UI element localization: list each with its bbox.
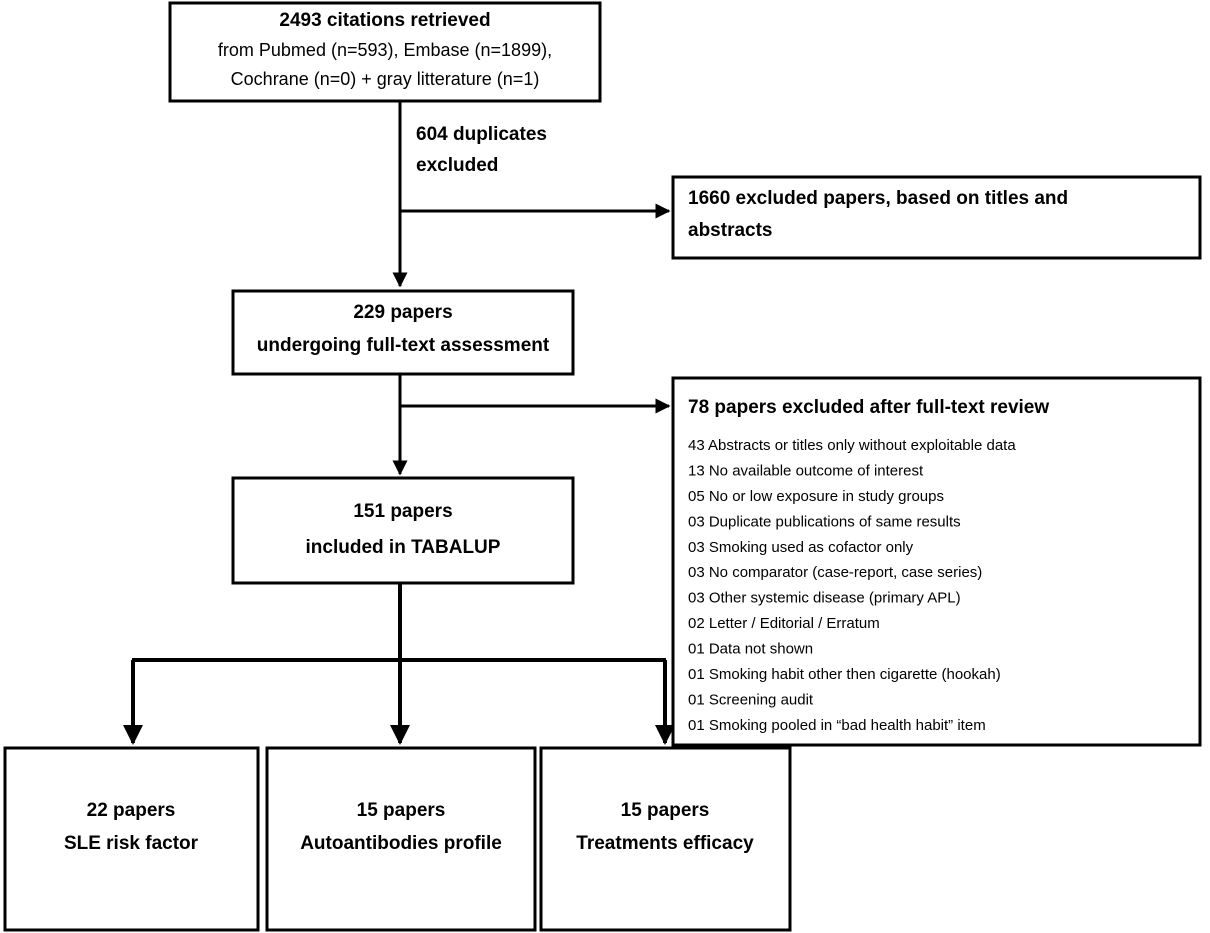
list-item: 03 No comparator (case-report, case seri… bbox=[688, 564, 982, 581]
box-text: 2493 citations retrieved bbox=[279, 10, 490, 31]
box bbox=[231, 289, 575, 376]
box bbox=[168, 1, 602, 103]
box-text: from Pubmed (n=593), Embase (n=1899), bbox=[218, 40, 552, 60]
list-item: 01 Smoking pooled in “bad health habit” … bbox=[688, 717, 986, 734]
box-text: Treatments efficacy bbox=[576, 833, 754, 854]
box-text: Cochrane (n=0) + gray litterature (n=1) bbox=[231, 69, 540, 89]
list-item: 05 No or low exposure in study groups bbox=[688, 488, 944, 505]
list-item: 13 No available outcome of interest bbox=[688, 462, 924, 479]
box bbox=[539, 746, 792, 932]
list-item: 03 Other systemic disease (primary APL) bbox=[688, 590, 961, 607]
edge-label: excluded bbox=[416, 155, 498, 176]
box bbox=[3, 746, 260, 932]
box-text: undergoing full-text assessment bbox=[257, 335, 550, 356]
box bbox=[265, 746, 537, 932]
box-text: 22 papers bbox=[87, 800, 176, 821]
box-text: included in TABALUP bbox=[306, 537, 501, 558]
box-text: 151 papers bbox=[353, 501, 452, 522]
box-text: 15 papers bbox=[357, 800, 446, 821]
box-text: SLE risk factor bbox=[64, 833, 199, 854]
edge-label: 604 duplicates bbox=[416, 124, 547, 145]
list-item: 01 Smoking habit other then cigarette (h… bbox=[688, 666, 1001, 683]
box-text: abstracts bbox=[688, 220, 773, 241]
list-item: 02 Letter / Editorial / Erratum bbox=[688, 615, 880, 632]
box bbox=[671, 376, 1202, 747]
list-item: 01 Screening audit bbox=[688, 691, 814, 708]
list-item: 03 Duplicate publications of same result… bbox=[688, 513, 961, 530]
list-item: 03 Smoking used as cofactor only bbox=[688, 539, 914, 556]
list-item: 43 Abstracts or titles only without expl… bbox=[688, 437, 1016, 454]
box-text: 1660 excluded papers, based on titles an… bbox=[688, 188, 1068, 209]
box-title: 78 papers excluded after full-text revie… bbox=[688, 397, 1049, 418]
box bbox=[231, 476, 575, 585]
box-text: Autoantibodies profile bbox=[300, 833, 502, 854]
box-text: 229 papers bbox=[353, 302, 452, 323]
box-text: 15 papers bbox=[621, 800, 710, 821]
list-item: 01 Data not shown bbox=[688, 641, 813, 658]
box bbox=[671, 175, 1202, 260]
